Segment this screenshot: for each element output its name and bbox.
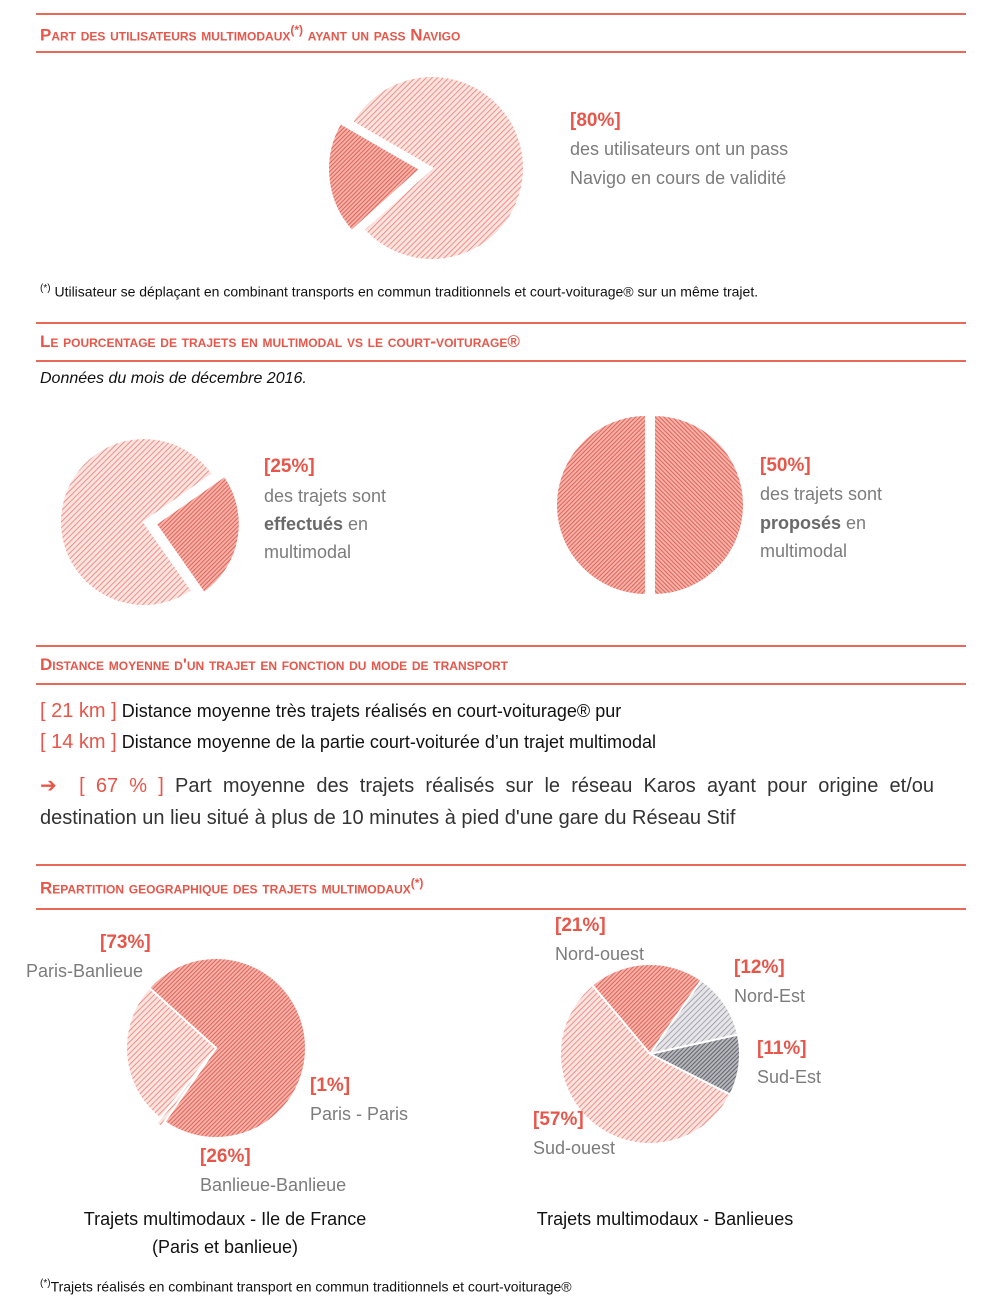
section1-footnote: (*) Utilisateur se déplaçant en combinan…: [40, 283, 759, 300]
navigo-percent-label: [80%]: [570, 110, 621, 131]
banlieues-nord-ouest-label: Nord-ouest: [555, 944, 645, 964]
navigo-desc-line1: des utilisateurs ont un pass: [570, 139, 789, 159]
section3-title: Distance moyenne d'un trajet en fonction…: [40, 655, 508, 674]
multimodal-effectues-line2: effectués en: [264, 514, 369, 534]
section2-header: Le pourcentage de trajets en multimodal …: [36, 322, 966, 362]
stat-distance-multimodal: [ 14 km ] Distance moyenne de la partie …: [40, 731, 656, 753]
banlieues-nord-ouest-percent: [21%]: [555, 915, 606, 936]
navigo-desc-line2: Navigo en cours de validité: [570, 168, 787, 188]
pie-slice-banlieue-banlieue: [125, 986, 218, 1120]
stat-karos-paragraph: ➔ [ 67 % ] Part moyenne des trajets réal…: [40, 775, 934, 829]
multimodal-proposes-line2: proposés en: [760, 513, 867, 533]
multimodal-proposes-line1: des trajets sont: [760, 484, 883, 504]
banlieues-sud-ouest-percent: [57%]: [533, 1109, 584, 1130]
idf-paris-paris-percent: [1%]: [310, 1075, 351, 1096]
banlieues-chart-caption: Trajets multimodaux - Banlieues: [536, 1209, 794, 1229]
idf-chart-caption: Trajets multimodaux - Ile de France (Par…: [83, 1209, 367, 1257]
banlieues-nord-est-label: Nord-Est: [734, 986, 806, 1006]
section4-title: Repartition geographique des trajets mul…: [40, 876, 424, 898]
idf-banlieue-banlieue-label: Banlieue-Banlieue: [200, 1175, 347, 1195]
banlieues-nord-est-percent: [12%]: [734, 957, 785, 978]
idf-paris-banlieue-percent: [73%]: [100, 932, 151, 953]
multimodal-proposes-line3: multimodal: [760, 541, 848, 561]
banlieues-sud-est-percent: [11%]: [757, 1038, 807, 1059]
section4-header: Repartition geographique des trajets mul…: [36, 864, 966, 910]
section1-title: Part des utilisateurs multimodaux(*) aya…: [40, 23, 461, 45]
multimodal-proposes-percent: [50%]: [760, 455, 811, 476]
stat-distance-pure: [ 21 km ] Distance moyenne très trajets …: [40, 700, 622, 722]
arrow-icon: ➔: [40, 775, 57, 797]
pie-slice-effectues-25: [154, 474, 241, 595]
section2-title: Le pourcentage de trajets en multimodal …: [40, 332, 520, 351]
pie-slice-effectues-75: [59, 437, 215, 607]
pie-slice-proposes-left: [555, 413, 647, 597]
idf-paris-banlieue-label: Paris-Banlieue: [26, 961, 144, 981]
pie-slice-navigo-80: [350, 75, 525, 261]
section4-footnote: (*)Trajets réalisés en combinant transpo…: [40, 1278, 572, 1295]
pie-slice-nord-est: [647, 978, 740, 1056]
section2-subtitle: Données du mois de décembre 2016.: [40, 370, 307, 387]
multimodal-effectues-line1: des trajets sont: [264, 486, 387, 506]
idf-paris-paris-label: Paris - Paris: [310, 1104, 409, 1124]
multimodal-effectues-percent: [25%]: [264, 456, 315, 477]
pie-slice-navigo-20: [327, 121, 422, 233]
pie-slice-proposes-right: [653, 413, 745, 597]
pie-slice-nord-ouest: [590, 963, 703, 1056]
banlieues-sud-est-label: Sud-Est: [757, 1067, 822, 1087]
section3-header: Distance moyenne d'un trajet en fonction…: [36, 645, 966, 685]
banlieues-sud-ouest-label: Sud-ouest: [533, 1138, 616, 1158]
pie-slice-sud-ouest: [559, 983, 732, 1145]
idf-banlieue-banlieue-percent: [26%]: [200, 1146, 251, 1167]
pie-slice-paris-banlieue: [147, 957, 307, 1139]
multimodal-effectues-line3: multimodal: [264, 542, 352, 562]
section1-header: Part des utilisateurs multimodaux(*) aya…: [36, 13, 966, 53]
